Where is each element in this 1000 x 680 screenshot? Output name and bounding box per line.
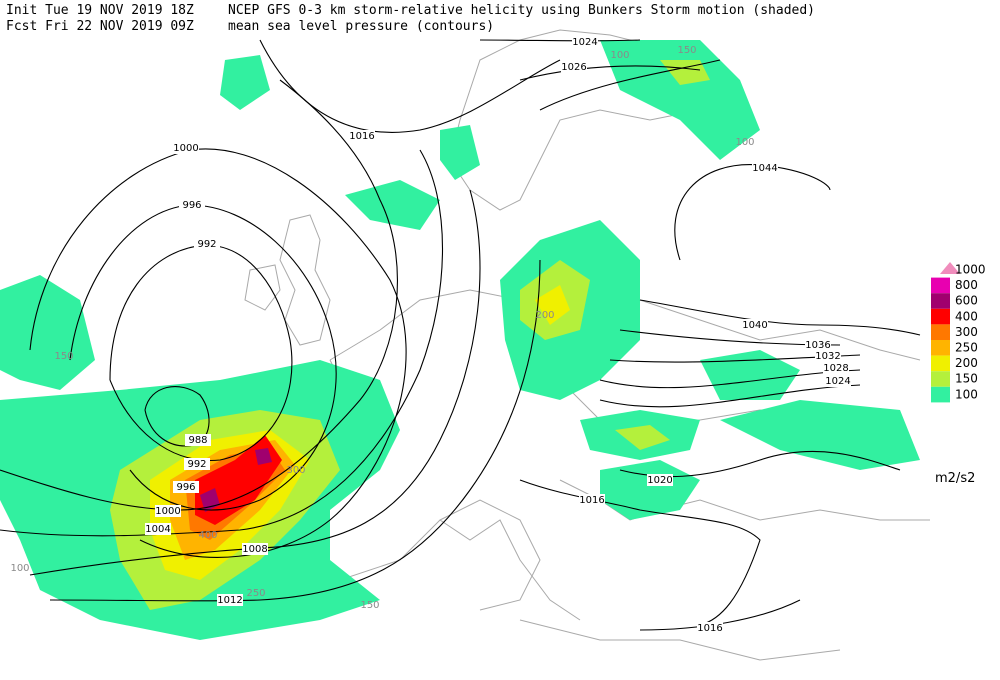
legend-swatch <box>931 340 950 356</box>
isobar-label: 996 <box>182 200 201 211</box>
isobar-label: 1016 <box>349 131 374 142</box>
label-bg <box>823 362 849 374</box>
isobar-label: 1040 <box>742 320 767 331</box>
legend-label: 600 <box>955 294 978 308</box>
isobar-label: 1016 <box>697 623 722 634</box>
legend-swatch <box>940 262 960 274</box>
label-bg <box>179 199 205 211</box>
label-bg <box>647 474 673 486</box>
isobar-label: 992 <box>197 239 216 250</box>
helicity-label: 400 <box>198 530 217 541</box>
isobar-label: 1032 <box>815 351 840 362</box>
isobar-label: 1004 <box>145 524 170 535</box>
label-bg <box>242 543 268 555</box>
isobar-label: 1020 <box>647 475 672 486</box>
helicity-label: 100 <box>610 50 629 61</box>
legend-label: 250 <box>955 341 978 355</box>
label-bg <box>572 36 598 48</box>
isobar-label: 996 <box>176 482 195 493</box>
helicity-label: 300 <box>286 465 305 476</box>
label-bg <box>815 350 841 362</box>
helicity-label: 100 <box>735 137 754 148</box>
label-bg <box>194 238 220 250</box>
isobar-label: 1036 <box>805 340 830 351</box>
label-bg <box>173 142 199 154</box>
isobar-label: 988 <box>188 435 207 446</box>
legend-label: 400 <box>955 309 978 323</box>
label-bg <box>155 505 181 517</box>
legend-label: 1000 <box>955 263 986 277</box>
label-bg <box>579 494 605 506</box>
isobar-label: 992 <box>187 459 206 470</box>
isobar-label: 1000 <box>173 143 198 154</box>
helicity-label: 150 <box>360 600 379 611</box>
label-bg <box>561 61 587 73</box>
legend-swatch <box>931 386 950 403</box>
label-bg <box>697 622 723 634</box>
isobar-label: 1016 <box>579 495 604 506</box>
legend-swatch <box>931 324 950 340</box>
map-title: NCEP GFS 0-3 km storm-relative helicity … <box>228 3 815 18</box>
init-time: Init Tue 19 NOV 2019 18Z <box>6 3 194 18</box>
legend-swatch <box>931 277 950 294</box>
legend-label: 100 <box>955 387 978 401</box>
isobar-label: 1012 <box>217 595 242 606</box>
label-bg <box>752 162 778 174</box>
helicity-label: 250 <box>246 588 265 599</box>
label-bg <box>217 594 243 606</box>
isobar-label: 1026 <box>561 62 586 73</box>
helicity-label: 150 <box>677 45 696 56</box>
helicity-label: 100 <box>10 563 29 574</box>
helicity-shading <box>0 40 920 640</box>
label-bg <box>805 339 831 351</box>
helicity-label: 200 <box>535 310 554 321</box>
forecast-time: Fcst Fri 22 NOV 2019 09Z <box>6 19 194 34</box>
legend-swatch <box>931 371 950 387</box>
legend-swatch <box>931 308 950 325</box>
isobar-label: 1008 <box>242 544 267 555</box>
label-bg <box>742 319 768 331</box>
isobar-label: 1024 <box>825 376 850 387</box>
legend-swatch <box>931 355 950 372</box>
isobar-label: 1044 <box>752 163 777 174</box>
legend-units: m2/s2 <box>935 471 975 486</box>
label-bg <box>173 481 199 493</box>
isobar-label: 1028 <box>823 363 848 374</box>
map-subtitle: mean sea level pressure (contours) <box>228 19 494 34</box>
legend-label: 150 <box>955 372 978 386</box>
label-bg <box>185 434 211 446</box>
isobar-label: 1024 <box>572 37 597 48</box>
legend-label: 300 <box>955 325 978 339</box>
legend-label: 200 <box>955 356 978 370</box>
isobar-label: 1000 <box>155 506 180 517</box>
label-bg <box>825 375 851 387</box>
label-bg <box>145 523 171 535</box>
label-bg <box>349 130 375 142</box>
label-bg <box>184 458 210 470</box>
legend-swatch <box>931 293 950 309</box>
helicity-label: 150 <box>54 351 73 362</box>
isobars <box>0 39 921 631</box>
legend-label: 800 <box>955 278 978 292</box>
